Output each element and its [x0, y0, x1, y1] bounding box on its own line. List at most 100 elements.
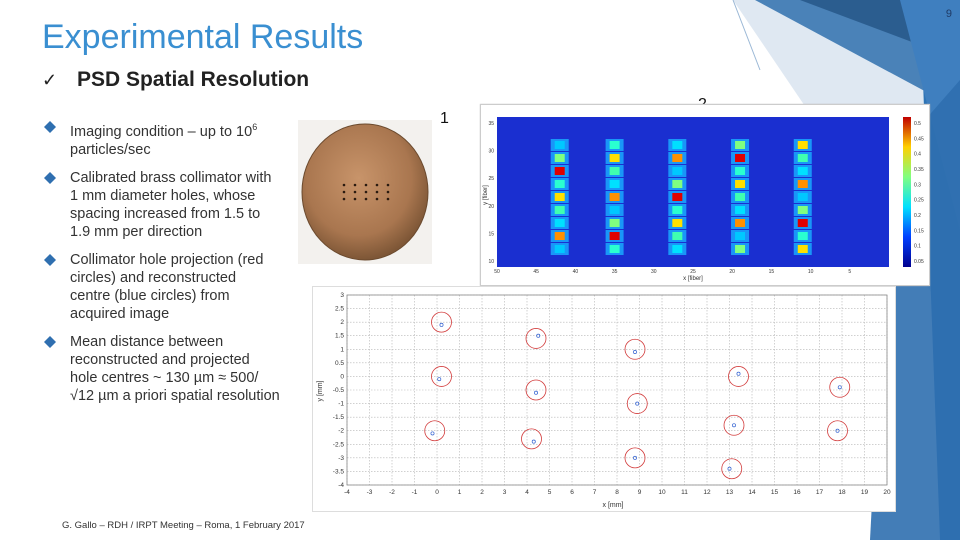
colorbar-tick: 0.05	[914, 259, 924, 265]
bullet-item: Mean distance between reconstructed and …	[44, 333, 280, 405]
heatmap-x-axis-label: x [fiber]	[683, 276, 703, 282]
reconstructed-centre-circle	[727, 466, 732, 471]
bullet-item: Imaging condition – up to 106 particles/…	[44, 118, 280, 159]
scatter-x-tick: 18	[838, 489, 846, 496]
heatmap-cell	[554, 193, 565, 201]
scatter-x-axis-label: x [mm]	[603, 502, 624, 509]
heatmap-cell	[609, 245, 620, 253]
scatter-x-tick: 5	[548, 489, 552, 496]
scatter-x-tick: 17	[816, 489, 824, 496]
collimator-hole	[353, 183, 357, 187]
heatmap-x-tick: 35	[612, 269, 618, 275]
heatmap-x-tick: 25	[690, 269, 696, 275]
heatmap-cell	[672, 154, 683, 162]
scatter-chart: -4 -3 -2 -1 0 1 2 3 4 5 6 7 8 9 10 11 12 13 14 15 16 17 18 19 20…	[312, 286, 896, 512]
heatmap-cell	[797, 180, 808, 188]
projected-hole-circle	[827, 420, 848, 442]
reconstructed-centre-circle	[534, 390, 538, 395]
bullet-item: Collimator hole projection (red circles)…	[44, 251, 280, 323]
diamond-bullet-icon	[44, 335, 56, 348]
heatmap-cell	[672, 232, 683, 240]
plot-frame	[346, 294, 888, 486]
scatter-x-tick: 7	[593, 489, 597, 496]
bullet-text: Mean distance between reconstructed and …	[70, 333, 280, 404]
collimator-photo	[298, 120, 432, 264]
projected-hole-circle	[721, 458, 743, 480]
colorbar-tick: 0.25	[914, 198, 924, 204]
colorbar-tick: 0.3	[914, 182, 921, 188]
reconstructed-centre-circle	[437, 377, 442, 382]
colorbar-tick: 0.4	[914, 152, 921, 158]
heatmap-cell	[735, 154, 746, 162]
heatmap-cell	[735, 232, 746, 240]
heatmap-cell	[797, 154, 808, 162]
collimator-hole	[353, 197, 357, 201]
bullet-text: Imaging condition – up to 106 particles/…	[70, 122, 258, 158]
reconstructed-centre-circle	[536, 333, 541, 338]
heatmap-cell	[735, 206, 746, 214]
scatter-y-tick: -3	[338, 455, 344, 462]
heatmap-cell	[554, 232, 565, 240]
heatmap-y-axis-label: y [fiber]	[483, 185, 489, 205]
reconstructed-centre-circle	[531, 439, 536, 444]
scatter-x-tick: -3	[367, 489, 373, 496]
heatmap-cell	[735, 180, 746, 188]
projected-hole-circle	[624, 447, 646, 469]
heatmap-cell	[609, 232, 620, 240]
scatter-x-tick: 12	[703, 489, 711, 496]
reconstructed-centre-circle	[635, 401, 640, 406]
scatter-x-tick: 6	[570, 489, 574, 496]
scatter-y-tick: -1	[338, 401, 344, 408]
reconstructed-centre-circle	[835, 428, 840, 433]
colorbar	[903, 117, 911, 267]
heatmap-cell	[554, 206, 565, 214]
scatter-x-tick: 9	[638, 489, 642, 496]
heatmap-cell	[797, 232, 808, 240]
heatmap-cell	[554, 167, 565, 175]
heatmap-cell	[554, 180, 565, 188]
reconstructed-centre-circle	[736, 371, 741, 376]
scatter-x-tick: 11	[681, 489, 688, 496]
diamond-bullet-icon	[44, 171, 56, 184]
heatmap-cell	[609, 141, 620, 149]
collimator-hole	[364, 190, 368, 194]
scatter-y-tick: 2.5	[335, 306, 344, 313]
heatmap-cell	[554, 245, 565, 253]
heatmap-cell	[609, 154, 620, 162]
scatter-x-tick: 13	[726, 489, 734, 496]
heatmap-cell	[609, 193, 620, 201]
scatter-x-tick: -4	[344, 489, 350, 496]
heatmap-cell	[554, 141, 565, 149]
collimator-hole	[342, 190, 346, 194]
heatmap-cell	[797, 206, 808, 214]
heatmap-x-tick: 5	[848, 269, 851, 275]
scatter-y-tick: 0	[340, 373, 344, 380]
heatmap-cell	[672, 206, 683, 214]
heatmap-x-tick: 50	[494, 269, 500, 275]
heatmap-x-tick: 45	[533, 269, 539, 275]
reconstructed-centre-circle	[633, 455, 637, 460]
heatmap-y-tick: 20	[488, 204, 494, 210]
scatter-x-tick: 15	[771, 489, 779, 496]
scatter-y-tick: 1	[340, 346, 344, 353]
scatter-x-tick: 14	[748, 489, 756, 496]
projected-hole-circle	[521, 428, 542, 450]
colorbar-tick: 0.45	[914, 136, 924, 142]
scatter-y-tick: 2	[340, 319, 344, 326]
checkmark-icon: ✓	[42, 70, 58, 90]
heatmap-y-tick: 35	[488, 121, 494, 127]
heatmap-cell	[735, 167, 746, 175]
collimator-hole	[375, 197, 379, 201]
collimator-hole	[353, 190, 357, 194]
colorbar-tick: 0.1	[914, 244, 921, 250]
heatmap-x-tick: 15	[769, 269, 775, 275]
heatmap-cell	[735, 245, 746, 253]
collimator-hole	[364, 197, 368, 201]
figure-label-1: 1	[440, 110, 449, 127]
bullet-text: Collimator hole projection (red circles)…	[70, 251, 264, 322]
heatmap-cell	[735, 141, 746, 149]
collimator-hole	[386, 183, 390, 187]
reconstructed-centre-circle	[430, 431, 435, 436]
heatmap-cell	[672, 193, 683, 201]
collimator-hole	[342, 197, 346, 201]
